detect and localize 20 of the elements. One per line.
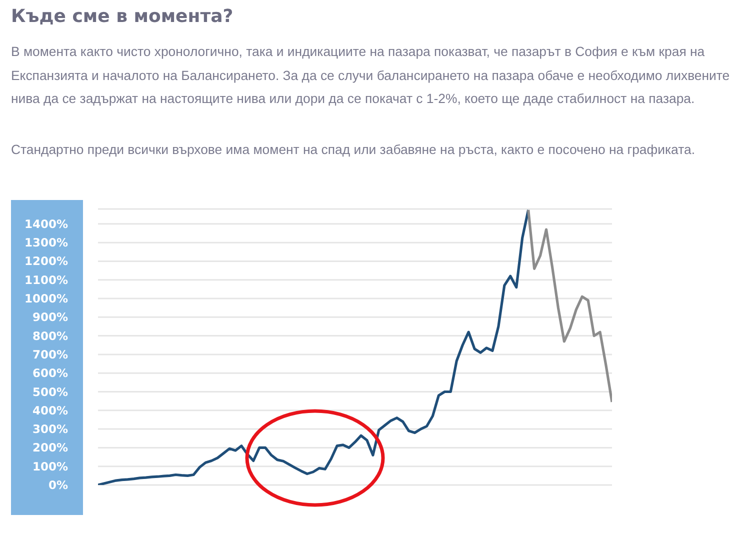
y-tick-label: 500%	[32, 384, 68, 399]
y-tick-label: 1100%	[24, 272, 68, 287]
y-tick-label: 100%	[32, 459, 68, 474]
y-tick-label: 0%	[48, 478, 68, 492]
y-tick-label: 600%	[32, 366, 68, 380]
y-tick-label: 1200%	[24, 254, 68, 268]
y-tick-label: 800%	[32, 328, 68, 343]
chart-title: Къде сме в момента?	[11, 6, 234, 27]
y-tick-label: 400%	[32, 403, 68, 418]
y-tick-label: 1400%	[24, 216, 68, 231]
y-tick-label: 1000%	[24, 292, 68, 306]
y-tick-label: 700%	[32, 347, 68, 362]
line-series	[98, 209, 530, 485]
text: Стандартно преди всички върхове има момент на спад или забавяне на ръста, както е посочено на графиката.	[11, 141, 696, 159]
chart-subtitle: В момента както чисто хронологично, така и индикациите на пазара показват, че пазарът в София е към края на Експанзията и началото на Балансирането. За да се случи балансирането на пазара обаче е необходимо лихвените нива да се задържат на настоящите нива или дори да се покачат с 1-2%, което ще даде стабилност на пазара.	[11, 43, 731, 108]
line-series	[527, 209, 612, 404]
y-tick-label: 1300%	[24, 236, 68, 250]
y-tick-label: 300%	[32, 422, 68, 436]
y-tick-label: 900%	[32, 310, 68, 324]
y-tick-label: 200%	[32, 440, 68, 455]
